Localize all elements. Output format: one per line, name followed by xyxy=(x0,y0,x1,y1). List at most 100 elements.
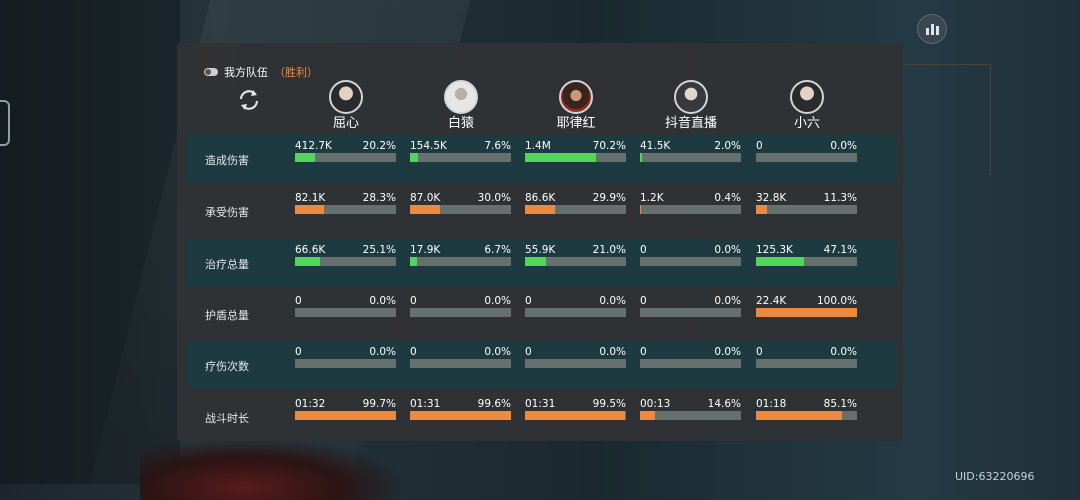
background-frame-deco xyxy=(900,64,991,175)
stat-bar xyxy=(756,257,857,266)
stat-bar xyxy=(410,205,511,214)
statistics-icon-button[interactable] xyxy=(917,14,947,44)
stat-value: 125.3K xyxy=(756,244,793,256)
stat-bar-fill xyxy=(756,257,804,266)
stat-bar-fill xyxy=(756,308,857,317)
stat-bar xyxy=(640,153,741,162)
hero-1[interactable]: 屈心 xyxy=(294,80,398,132)
hero-name: 抖音直播 xyxy=(639,116,743,132)
team-header: 我方队伍 （胜利） xyxy=(204,64,318,80)
stat-percent: 47.1% xyxy=(824,244,857,256)
hero-name: 白猿 xyxy=(409,116,513,132)
stat-label: 战斗时长 xyxy=(187,410,267,426)
hero-2[interactable]: 白猿 xyxy=(409,80,513,132)
stat-percent: 14.6% xyxy=(708,398,741,410)
stat-bar xyxy=(295,153,396,162)
stat-value: 01:31 xyxy=(410,398,440,410)
stat-value: 82.1K xyxy=(295,192,325,204)
stat-bar-fill xyxy=(410,205,440,214)
stat-bar-fill xyxy=(756,205,767,214)
stat-bar xyxy=(295,257,396,266)
stat-value: 0 xyxy=(640,346,647,358)
stat-bar xyxy=(525,153,626,162)
stat-value: 0 xyxy=(410,346,417,358)
stat-value: 0 xyxy=(525,346,532,358)
stat-value: 01:32 xyxy=(295,398,325,410)
team-toggle-icon[interactable] xyxy=(204,68,218,76)
stat-percent: 0.4% xyxy=(714,192,741,204)
stat-value: 86.6K xyxy=(525,192,555,204)
stat-bar-fill xyxy=(525,205,555,214)
stat-bar xyxy=(756,411,857,420)
stat-percent: 11.3% xyxy=(824,192,857,204)
stat-percent: 0.0% xyxy=(714,244,741,256)
stat-bar xyxy=(410,153,511,162)
stat-value: 0 xyxy=(756,346,763,358)
stat-bar xyxy=(525,205,626,214)
refresh-icon[interactable] xyxy=(236,88,262,112)
stat-value: 22.4K xyxy=(756,295,786,307)
stat-percent: 0.0% xyxy=(830,346,857,358)
hero-4[interactable]: 抖音直播 xyxy=(639,80,743,132)
stat-cell: 125.3K 47.1% xyxy=(756,244,857,266)
stat-bar-fill xyxy=(410,153,418,162)
stat-value: 17.9K xyxy=(410,244,440,256)
background-character xyxy=(140,440,400,500)
stat-value: 87.0K xyxy=(410,192,440,204)
stat-percent: 0.0% xyxy=(830,140,857,152)
stat-bar xyxy=(410,308,511,317)
stat-bar xyxy=(756,359,857,368)
stat-bar-fill xyxy=(410,257,417,266)
stat-bar xyxy=(295,205,396,214)
stat-cell: 0 0.0% xyxy=(410,346,511,368)
stat-percent: 2.0% xyxy=(714,140,741,152)
hero-avatar[interactable] xyxy=(329,80,363,114)
stat-percent: 0.0% xyxy=(599,295,626,307)
stat-value: 55.9K xyxy=(525,244,555,256)
hero-name: 小六 xyxy=(755,116,859,132)
hero-avatar[interactable] xyxy=(790,80,824,114)
hero-5[interactable]: 小六 xyxy=(755,80,859,132)
stat-bar xyxy=(640,359,741,368)
hero-3[interactable]: 耶律红 xyxy=(524,80,628,132)
stat-percent: 100.0% xyxy=(817,295,857,307)
stat-bar-fill xyxy=(640,153,642,162)
stat-bar xyxy=(525,411,626,420)
stat-bar-fill xyxy=(295,411,396,420)
stat-value: 0 xyxy=(640,295,647,307)
stat-bar-fill xyxy=(295,257,320,266)
stat-percent: 0.0% xyxy=(599,346,626,358)
stat-cell: 22.4K 100.0% xyxy=(756,295,857,317)
stat-value: 00:13 xyxy=(640,398,670,410)
side-panel-handle[interactable] xyxy=(0,100,10,146)
stat-label: 承受伤害 xyxy=(187,204,267,220)
stat-bar xyxy=(410,411,511,420)
stat-value: 0 xyxy=(410,295,417,307)
stat-percent: 0.0% xyxy=(484,346,511,358)
stat-value: 154.5K xyxy=(410,140,447,152)
stat-cell: 00:13 14.6% xyxy=(640,398,741,420)
stat-label: 治疗总量 xyxy=(187,256,267,272)
stat-bar-fill xyxy=(525,411,625,420)
stat-bar xyxy=(525,308,626,317)
stat-percent: 85.1% xyxy=(824,398,857,410)
stat-bar-fill xyxy=(295,153,315,162)
hero-name: 屈心 xyxy=(294,116,398,132)
hero-avatar[interactable] xyxy=(674,80,708,114)
stat-percent: 29.9% xyxy=(593,192,626,204)
hero-avatar[interactable] xyxy=(444,80,478,114)
stat-value: 412.7K xyxy=(295,140,332,152)
stat-value: 0 xyxy=(295,295,302,307)
team-title: 我方队伍 xyxy=(224,64,268,80)
stat-cell: 0 0.0% xyxy=(756,346,857,368)
hero-avatar[interactable] xyxy=(559,80,593,114)
